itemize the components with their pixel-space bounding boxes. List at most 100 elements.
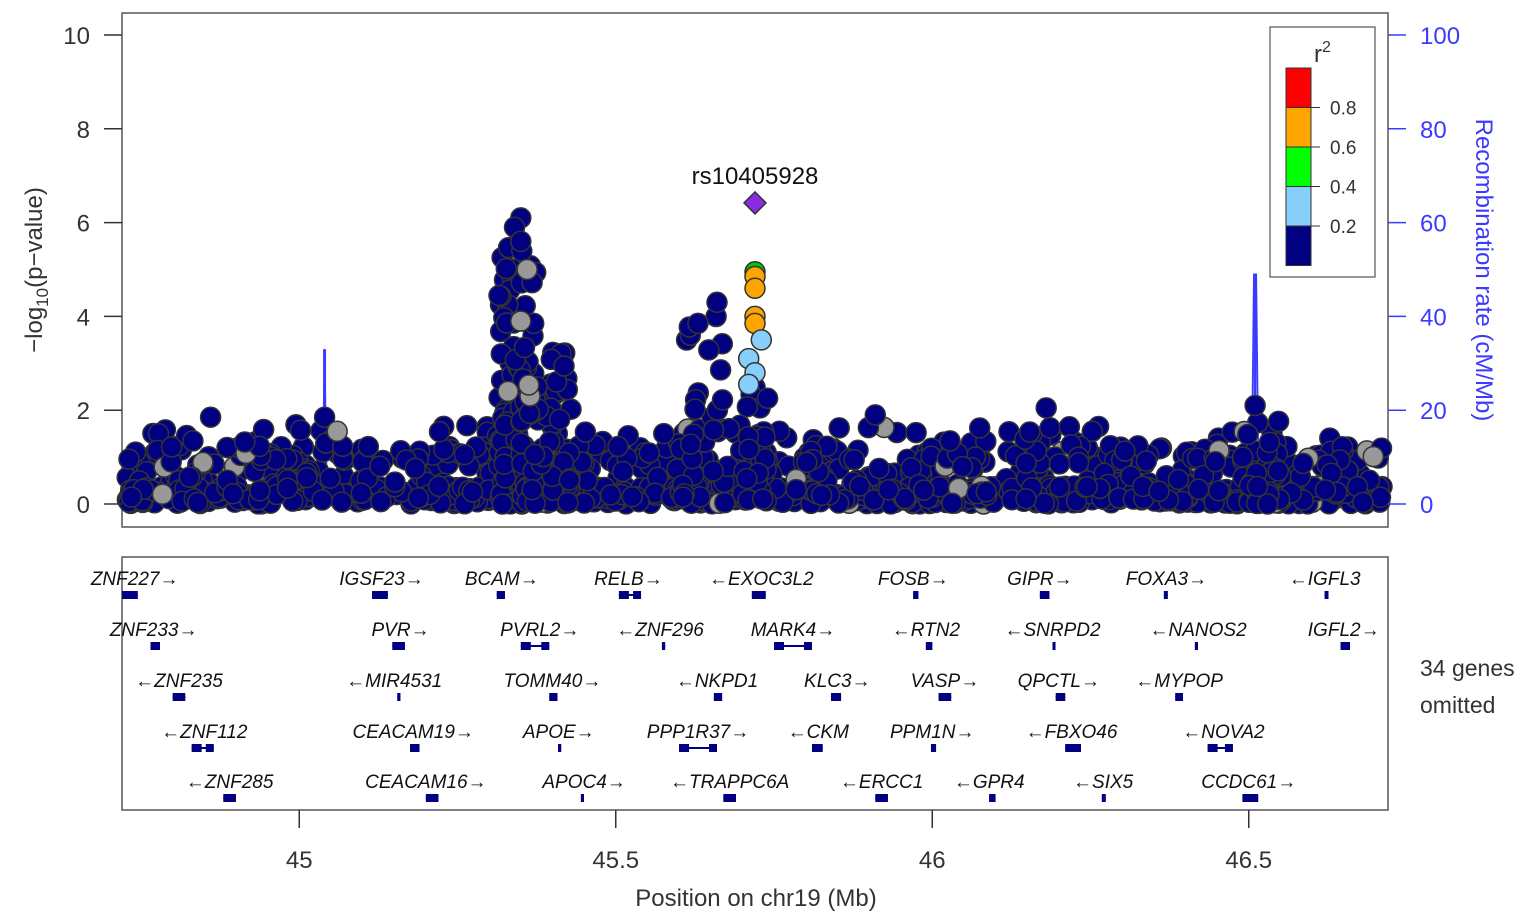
gene-label: ←ZNF285 [186, 772, 274, 793]
gene-label: RELB→ [594, 569, 663, 590]
gene-label: PVR→ [371, 620, 429, 641]
gene-PVR: PVR→ [371, 620, 430, 650]
snp-point [289, 419, 312, 441]
snp-point [714, 491, 736, 514]
snp-point [968, 417, 991, 439]
omitted-genes-line2: omitted [1420, 692, 1495, 718]
gene-PPP1R37: PPP1R37→ [647, 722, 749, 752]
snp-point-key [199, 406, 222, 428]
snp-point [1258, 431, 1281, 454]
legend-swatch [1285, 186, 1312, 227]
snp-point [1314, 479, 1337, 501]
snp-point [843, 448, 865, 471]
snp-point [941, 492, 963, 514]
snp-point [428, 420, 451, 443]
gene-TOMM40: TOMM40→ [504, 671, 601, 701]
gene-label: VASP→ [911, 671, 980, 692]
y-right-tick-label: 0 [1420, 492, 1433, 519]
snp-point [1267, 460, 1289, 482]
gene-exon [1342, 642, 1351, 650]
snp-point-key [326, 420, 348, 443]
snp-point [311, 489, 333, 511]
legend-swatch [1285, 67, 1312, 108]
gene-label: ZNF233→ [109, 620, 198, 641]
legend-tick-label: 0.6 [1330, 138, 1356, 159]
gene-SNRPD2: ←SNRPD2 [1004, 620, 1101, 650]
gene-ZNF112: ←ZNF112 [161, 722, 248, 752]
gene-label: ←NOVA2 [1182, 722, 1265, 743]
gene-TRAPPC6A: ←TRAPPC6A [670, 772, 789, 802]
snp-point [751, 488, 774, 510]
snp-point [407, 487, 430, 509]
snp-point [1167, 468, 1190, 491]
y-right-tick-label: 80 [1420, 117, 1447, 144]
snp-point [611, 460, 634, 483]
snp-point [513, 336, 536, 359]
gene-PVRL2: PVRL2→ [500, 620, 579, 650]
gene-exon [580, 794, 584, 802]
gene-MARK4: MARK4→ [751, 620, 835, 650]
gene-label: APOE→ [522, 722, 595, 743]
gene-exon [379, 591, 388, 599]
y-right-tick-label: 60 [1420, 211, 1447, 238]
gene-CEACAM16: CEACAM16→ [365, 772, 487, 802]
snp-point [738, 438, 760, 460]
y-right-tick-label: 20 [1420, 398, 1447, 425]
gene-BCAM: BCAM→ [465, 569, 539, 599]
y-right-tick-label: 100 [1420, 23, 1460, 50]
gene-exon [751, 591, 762, 599]
snp-point [120, 486, 143, 508]
gene-label: ←MIR4531 [346, 671, 442, 692]
gene-exon [191, 744, 202, 752]
gene-exon [661, 642, 666, 650]
gene-label: ←SNRPD2 [1004, 620, 1101, 641]
legend-title-main: r [1314, 41, 1322, 68]
snp-point [912, 479, 935, 501]
snp-point [1067, 452, 1090, 474]
snp-point [404, 457, 427, 480]
snp-point-key [1244, 394, 1266, 417]
gene-GIPR: GIPR→ [1007, 569, 1073, 599]
gene-exon [177, 693, 186, 701]
snp-point [427, 475, 450, 498]
gene-label: ←CKM [788, 722, 849, 743]
snp-point [186, 491, 209, 514]
snp-point [863, 489, 885, 511]
snp-point [118, 448, 140, 470]
snp-point [1081, 420, 1104, 443]
gene-QPCTL: QPCTL→ [1018, 671, 1100, 701]
gene-exon [913, 591, 919, 599]
gene-label: BCAM→ [465, 569, 539, 590]
gene-exon [541, 642, 550, 650]
gene-label: ←ZNF296 [616, 620, 704, 641]
snp-point [1048, 476, 1071, 498]
y-axis-left-title-tail: (p−value) [21, 187, 48, 288]
snp-point [296, 466, 318, 489]
y-axis-right-title: Recombination rate (cM/Mb) [1470, 119, 1497, 422]
gene-label: ←ERCC1 [840, 772, 923, 793]
gene-label: ←NKPD1 [676, 671, 758, 692]
gene-RELB: RELB→ [594, 569, 663, 599]
gene-MIR4531: ←MIR4531 [346, 671, 442, 701]
snp-point [607, 435, 629, 458]
snp-point [548, 408, 571, 431]
snp-point [495, 257, 518, 280]
snp-point [1148, 480, 1170, 503]
gene-ZNF227: ZNF227→ [90, 569, 178, 599]
gene-ZNF235: ←ZNF235 [135, 671, 223, 701]
gene-label: PVRL2→ [500, 620, 579, 641]
snp-point [698, 339, 720, 361]
gene-exon [1207, 744, 1218, 752]
snp-point-key [750, 329, 773, 351]
gene-exon [129, 591, 138, 599]
gene-exon [1041, 591, 1050, 599]
gene-ZNF233: ZNF233→ [109, 620, 198, 650]
gene-IGFL2: IGFL2→ [1308, 620, 1380, 650]
gene-MYPOP: ←MYPOP [1135, 671, 1223, 701]
snp-point [192, 451, 214, 474]
snp-point [653, 422, 675, 445]
gene-label: ←ZNF112 [161, 722, 248, 743]
snp-point [370, 490, 392, 513]
gene-track: ZNF227→ IGSF23→ BCAM→ RELB→ ←EXOC3L2 FOSB→ GIP… [90, 569, 1380, 802]
snp-point [1048, 453, 1071, 475]
